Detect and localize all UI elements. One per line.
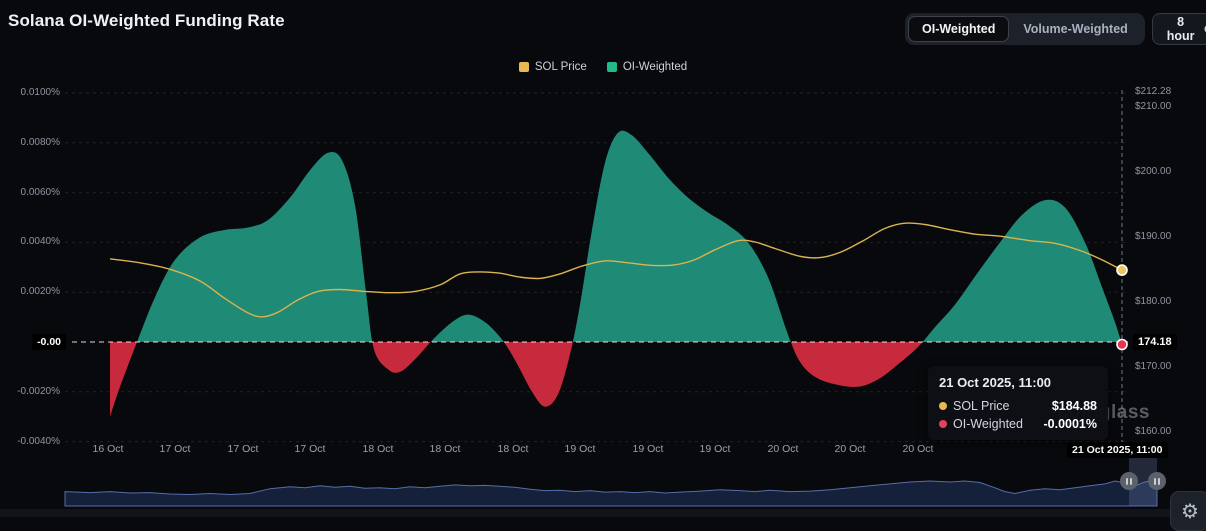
current-price-badge: 174.18 [1133, 334, 1177, 350]
left-axis-tick: 0.0040% [20, 236, 60, 248]
grip-icon [1158, 477, 1160, 485]
legend: SOL Price OI-Weighted [0, 61, 1206, 73]
left-axis-tick: 0.0020% [20, 286, 60, 298]
tooltip-row-oi-weighted: OI-Weighted -0.0001% [939, 417, 1097, 431]
zero-rate-badge: -0.00 [32, 334, 66, 350]
sol-price-line [109, 222, 1123, 318]
footer-strip [0, 509, 1206, 517]
right-axis-tick: $160.00 [1135, 425, 1172, 437]
grip-icon [1126, 477, 1128, 485]
x-axis-tick: 18 Oct [497, 443, 529, 455]
navigator-series [64, 478, 1158, 507]
left-axis-tick: -0.0040% [17, 435, 60, 447]
x-axis-tick: 19 Oct [564, 443, 596, 455]
x-axis-tick: 17 Oct [227, 443, 259, 455]
left-axis-tick: -0.0020% [17, 385, 60, 397]
navigator-right-handle[interactable] [1148, 472, 1166, 490]
legend-item-sol-price[interactable]: SOL Price [518, 61, 587, 73]
grip-icon [1154, 477, 1156, 485]
oi-weighted-area-negative [110, 342, 1122, 417]
settings-gear-button[interactable]: ⚙ [1170, 491, 1206, 531]
right-axis-tick: $210.00 [1135, 100, 1172, 112]
right-axis-tick: $170.00 [1135, 360, 1172, 372]
left-axis-tick: 0.0100% [20, 87, 60, 98]
x-axis-tick: 20 Oct [767, 443, 799, 455]
x-axis-tick: 19 Oct [699, 443, 731, 455]
right-axis-tick: $212.28 [1135, 86, 1172, 97]
legend-item-oi-weighted[interactable]: OI-Weighted [606, 61, 688, 73]
interval-select-button[interactable]: 8 hour ⟳ [1152, 13, 1206, 45]
right-axis-tick: $190.00 [1135, 230, 1172, 242]
tooltip-row-sol-price: SOL Price $184.88 [939, 399, 1097, 413]
x-axis-tick: 18 Oct [362, 443, 394, 455]
x-axis-tick: 19 Oct [632, 443, 664, 455]
page-title: Solana OI-Weighted Funding Rate [8, 11, 285, 30]
crosshair-date-badge: 21 Oct 2025, 11:00 [1067, 442, 1168, 458]
left-axis-tick: 0.0060% [20, 186, 60, 198]
sol-price-dot-icon [939, 402, 947, 410]
chart-canvas[interactable] [0, 0, 1206, 517]
legend-swatch-icon [606, 62, 617, 72]
tooltip-label: SOL Price [953, 399, 1010, 413]
left-axis-tick: 0.0080% [20, 136, 60, 148]
x-axis-tick: 17 Oct [159, 443, 191, 455]
tooltip-value: -0.0001% [1043, 417, 1097, 431]
x-axis-tick: 20 Oct [834, 443, 866, 455]
legend-label: SOL Price [534, 61, 587, 73]
x-axis-tick: 16 Oct [92, 443, 124, 455]
tooltip-datetime: 21 Oct 2025, 11:00 [939, 375, 1052, 390]
legend-swatch-icon [518, 62, 529, 72]
grip-icon [1130, 477, 1132, 485]
interval-label: 8 hour [1166, 15, 1195, 43]
x-axis-tick: 20 Oct [902, 443, 934, 455]
tooltip-label: OI-Weighted [953, 417, 1023, 431]
legend-label: OI-Weighted [622, 61, 688, 73]
weighting-toggle: OI-Weighted Volume-Weighted [905, 13, 1145, 45]
oi-weighted-area-positive [110, 130, 1122, 342]
navigator-left-handle[interactable] [1120, 472, 1138, 490]
x-axis-tick: 17 Oct [294, 443, 326, 455]
x-axis-tick: 18 Oct [429, 443, 461, 455]
oi-weighted-dot-icon [939, 420, 947, 428]
right-axis-tick: $200.00 [1135, 165, 1172, 177]
toggle-volume-weighted[interactable]: Volume-Weighted [1009, 16, 1141, 42]
chart-tooltip: 21 Oct 2025, 11:00 SOL Price $184.88 OI-… [928, 366, 1108, 440]
right-axis-tick: $180.00 [1135, 295, 1172, 307]
refresh-countdown-icon: ⟳ [1204, 21, 1206, 38]
gear-icon: ⚙ [1181, 500, 1199, 523]
tooltip-value: $184.88 [1051, 399, 1097, 413]
toggle-oi-weighted[interactable]: OI-Weighted [908, 16, 1010, 42]
